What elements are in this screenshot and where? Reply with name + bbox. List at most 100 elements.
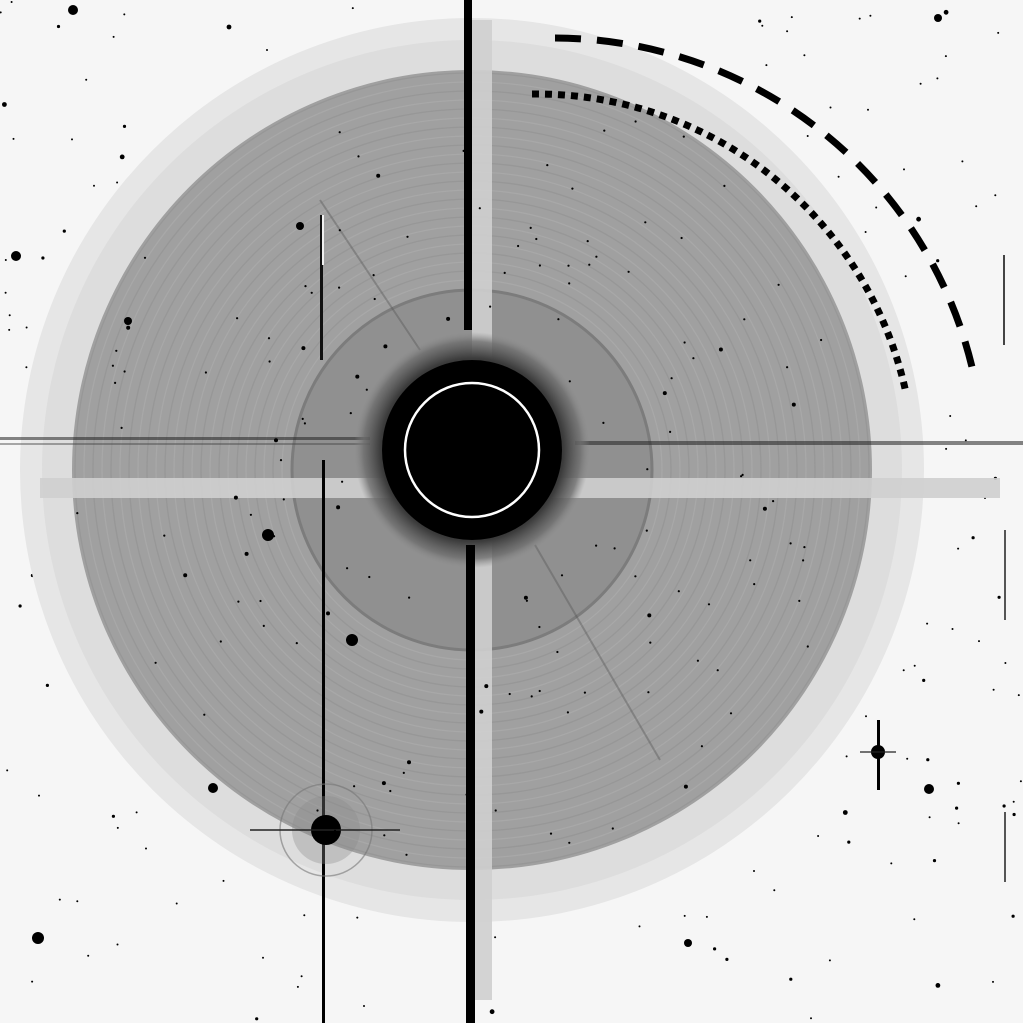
spike-diagonal-upper <box>319 199 421 351</box>
halo-star <box>259 599 262 603</box>
background-star <box>773 889 776 892</box>
background-star <box>1012 812 1016 817</box>
halo-star <box>357 155 360 158</box>
background-star <box>226 24 232 30</box>
background-star <box>56 24 61 29</box>
background-star <box>790 16 793 19</box>
background-star <box>25 326 28 329</box>
background-star <box>489 1009 495 1015</box>
halo-star <box>333 829 337 833</box>
halo-star <box>602 421 605 424</box>
halo-star <box>634 120 637 123</box>
background-star <box>222 879 225 882</box>
background-star <box>922 678 926 683</box>
halo-star <box>662 391 667 396</box>
background-star <box>10 1 13 3</box>
background-star <box>262 956 264 959</box>
halo-star <box>683 341 686 344</box>
halo-star <box>237 600 240 603</box>
spike-right <box>575 441 1023 445</box>
halo-star <box>611 827 614 830</box>
bleed-trail-upper <box>320 215 323 360</box>
background-star <box>87 954 90 957</box>
background-star <box>902 669 905 672</box>
background-star <box>936 77 939 80</box>
halo-star <box>743 318 746 321</box>
background-star <box>864 231 867 233</box>
halo-star <box>517 244 520 248</box>
halo-star <box>753 583 756 586</box>
background-star <box>932 859 937 863</box>
halo-star <box>143 256 147 259</box>
halo-star <box>338 131 341 134</box>
halo-star <box>556 650 559 654</box>
halo-star <box>749 559 752 562</box>
halo-star <box>723 184 726 187</box>
halo-star <box>316 809 319 812</box>
halo-star <box>408 596 411 599</box>
halo-star <box>682 135 685 138</box>
halo-star <box>595 255 598 258</box>
background-star <box>904 275 907 278</box>
halo-star <box>203 713 206 716</box>
background-star <box>85 78 88 81</box>
halo-star <box>568 282 571 285</box>
background-star <box>992 980 994 983</box>
saturated-core-center <box>382 360 562 540</box>
background-star <box>175 902 178 905</box>
halo-star <box>233 495 238 500</box>
halo-star <box>740 475 743 478</box>
halo-star <box>346 567 349 570</box>
halo-star <box>560 574 564 577</box>
background-star <box>867 108 869 111</box>
halo-star <box>820 338 823 342</box>
halo-star <box>634 575 637 578</box>
halo-star <box>273 535 276 538</box>
halo-star <box>249 513 252 516</box>
halo-star <box>279 459 283 462</box>
halo-star <box>588 263 591 266</box>
halo-star <box>365 388 368 391</box>
halo-star <box>114 381 117 384</box>
background-star <box>116 826 119 829</box>
star-left-2 <box>124 317 132 325</box>
background-star <box>4 259 7 261</box>
halo-star <box>355 374 360 379</box>
halo-star <box>557 318 560 321</box>
star-top-left <box>68 5 78 15</box>
background-star <box>865 715 867 718</box>
halo-star <box>268 360 271 363</box>
bleed-trail-upper-gap <box>322 215 324 265</box>
background-star <box>0 11 2 14</box>
aperture-circle <box>403 381 541 519</box>
background-star <box>45 683 50 688</box>
halo-star <box>741 473 744 476</box>
halo-star <box>465 793 468 796</box>
background-star <box>38 794 40 797</box>
background-star <box>828 959 831 962</box>
halo-star <box>244 551 249 556</box>
background-star <box>8 328 11 331</box>
bleed-trail-lower <box>322 460 325 1023</box>
halo-star <box>700 745 704 748</box>
background-star <box>906 757 909 760</box>
background-star <box>957 822 960 825</box>
halo-star <box>647 613 652 618</box>
background-star <box>116 943 119 946</box>
inner-dotted-arc <box>531 90 910 394</box>
halo-star <box>786 366 789 369</box>
background-star <box>928 816 931 819</box>
halo-star <box>707 603 711 606</box>
background-star <box>978 640 980 643</box>
background-star <box>25 366 28 369</box>
background-star <box>810 1017 812 1020</box>
star-mid-left <box>346 634 358 646</box>
background-star <box>806 135 809 137</box>
halo-star <box>798 599 801 603</box>
halo-star <box>508 692 511 696</box>
background-star <box>1002 804 1006 808</box>
star-left <box>262 529 274 541</box>
background-star <box>944 55 947 58</box>
background-star <box>2 102 7 107</box>
